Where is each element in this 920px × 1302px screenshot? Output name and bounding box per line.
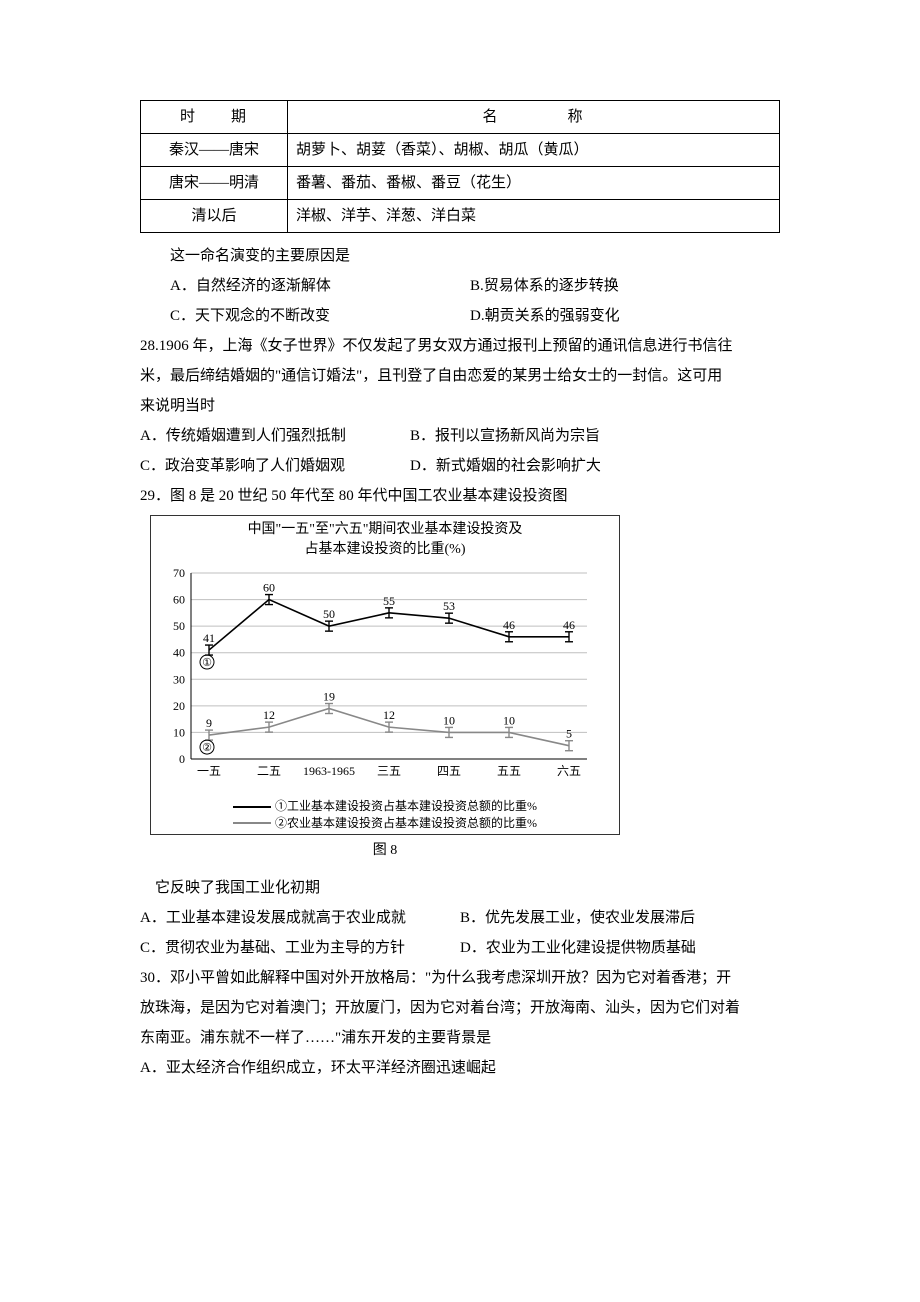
svg-text:60: 60: [173, 593, 185, 607]
chart-title-l2: 占基本建设投资的比重(%): [305, 542, 466, 557]
q30-line1: 30．邓小平曾如此解释中国对外开放格局："为什么我考虑深圳开放？因为它对着香港；…: [140, 963, 780, 993]
svg-text:12: 12: [383, 708, 395, 722]
q27-opt-b: B.贸易体系的逐步转换: [440, 271, 619, 301]
chart-caption: 图 8: [150, 837, 620, 865]
q28-stem-line3: 来说明当时: [140, 391, 780, 421]
q30-opt-a: A．亚太经济合作组织成立，环太平洋经济圈迅速崛起: [140, 1053, 780, 1083]
legend-swatch-2: [233, 822, 271, 824]
q29-opts-row1: A．工业基本建设发展成就高于农业成就 B．优先发展工业，使农业发展滞后: [140, 903, 780, 933]
q28-stem-line2: 米，最后缔结婚姻的"通信订婚法"，且刊登了自由恋爱的某男士给女士的一封信。这可用: [140, 361, 780, 391]
chart-title-l1: 中国"一五"至"六五"期间农业基本建设投资及: [248, 522, 523, 537]
svg-text:五五: 五五: [497, 764, 521, 778]
svg-text:三五: 三五: [377, 764, 401, 778]
q29-opt-b: B．优先发展工业，使农业发展滞后: [460, 903, 695, 933]
q27-opts-row1: A．自然经济的逐渐解体 B.贸易体系的逐步转换: [140, 271, 780, 301]
svg-text:41: 41: [203, 631, 215, 645]
q27-stem: 这一命名演变的主要原因是: [140, 241, 780, 271]
svg-text:50: 50: [173, 619, 185, 633]
svg-text:19: 19: [323, 690, 335, 704]
legend-item-1: ①工业基本建设投资占基本建设投资总额的比重%: [157, 798, 613, 815]
q27-opt-c: C．天下观念的不断改变: [140, 301, 440, 331]
chart-title: 中国"一五"至"六五"期间农业基本建设投资及 占基本建设投资的比重(%): [157, 520, 613, 559]
q28-opts-row2: C．政治变革影响了人们婚姻观 D．新式婚姻的社会影响扩大: [140, 451, 780, 481]
svg-text:12: 12: [263, 708, 275, 722]
th-name: 名 称: [288, 101, 780, 134]
svg-text:20: 20: [173, 699, 185, 713]
q28-opt-b: B．报刊以宣扬新风尚为宗旨: [410, 421, 600, 451]
svg-text:53: 53: [443, 599, 455, 613]
svg-text:50: 50: [323, 607, 335, 621]
legend-item-2: ②农业基本建设投资占基本建设投资总额的比重%: [157, 815, 613, 832]
q29-opt-c: C．贯彻农业为基础、工业为主导的方针: [140, 933, 460, 963]
svg-text:②: ②: [202, 742, 212, 754]
cell-period: 清以后: [141, 200, 288, 233]
line-chart: 0 10 20 30 40 50 60 70 一五 二五 1963-1965 三五 四五 五五 六五 41 ① 6…: [157, 563, 597, 783]
q29-opts-row2: C．贯彻农业为基础、工业为主导的方针 D．农业为工业化建设提供物质基础: [140, 933, 780, 963]
q29-opt-a: A．工业基本建设发展成就高于农业成就: [140, 903, 460, 933]
svg-text:60: 60: [263, 581, 275, 595]
svg-text:70: 70: [173, 566, 185, 580]
q28-opt-c: C．政治变革影响了人们婚姻观: [140, 451, 410, 481]
q28-stem-line1: 28.1906 年，上海《女子世界》不仅发起了男女双方通过报刊上预留的通讯信息进…: [140, 331, 780, 361]
table-row: 秦汉——唐宋 胡萝卜、胡荽（香菜）、胡椒、胡瓜（黄瓜）: [141, 134, 780, 167]
svg-text:46: 46: [503, 618, 515, 632]
svg-text:四五: 四五: [437, 764, 461, 778]
th-period: 时 期: [141, 101, 288, 134]
svg-text:10: 10: [443, 714, 455, 728]
q28-opt-a: A．传统婚姻遭到人们强烈抵制: [140, 421, 410, 451]
cell-name: 番薯、番茄、番椒、番豆（花生）: [288, 167, 780, 200]
q30-line3: 东南亚。浦东就不一样了……"浦东开发的主要背景是: [140, 1023, 780, 1053]
svg-text:0: 0: [179, 752, 185, 766]
q27-opt-a: A．自然经济的逐渐解体: [140, 271, 440, 301]
svg-text:10: 10: [173, 726, 185, 740]
svg-text:六五: 六五: [557, 764, 581, 778]
table-header-row: 时 期 名 称: [141, 101, 780, 134]
legend-label-1: ①工业基本建设投资占基本建设投资总额的比重%: [275, 798, 537, 815]
table-row: 唐宋——明清 番薯、番茄、番椒、番豆（花生）: [141, 167, 780, 200]
q28-opts-row1: A．传统婚姻遭到人们强烈抵制 B．报刊以宣扬新风尚为宗旨: [140, 421, 780, 451]
q28-opt-d: D．新式婚姻的社会影响扩大: [410, 451, 601, 481]
q30-line2: 放珠海，是因为它对着澳门；开放厦门，因为它对着台湾；开放海南、汕头，因为它们对着: [140, 993, 780, 1023]
chart-container: 中国"一五"至"六五"期间农业基本建设投资及 占基本建设投资的比重(%) 0 10…: [150, 515, 620, 835]
chart-legend: ①工业基本建设投资占基本建设投资总额的比重% ②农业基本建设投资占基本建设投资总…: [157, 798, 613, 832]
svg-text:30: 30: [173, 672, 185, 686]
cell-period: 唐宋——明清: [141, 167, 288, 200]
cell-name: 胡萝卜、胡荽（香菜）、胡椒、胡瓜（黄瓜）: [288, 134, 780, 167]
table-row: 清以后 洋椒、洋芋、洋葱、洋白菜: [141, 200, 780, 233]
q29-stem: 29．图 8 是 20 世纪 50 年代至 80 年代中国工农业基本建设投资图: [140, 481, 780, 511]
q27-opt-d: D.朝贡关系的强弱变化: [440, 301, 620, 331]
svg-text:46: 46: [563, 618, 575, 632]
naming-table: 时 期 名 称 秦汉——唐宋 胡萝卜、胡荽（香菜）、胡椒、胡瓜（黄瓜） 唐宋——…: [140, 100, 780, 233]
q29-opt-d: D．农业为工业化建设提供物质基础: [460, 933, 696, 963]
q27-opts-row2: C．天下观念的不断改变 D.朝贡关系的强弱变化: [140, 301, 780, 331]
svg-text:①: ①: [202, 657, 212, 669]
svg-text:9: 9: [206, 716, 212, 730]
cell-name: 洋椒、洋芋、洋葱、洋白菜: [288, 200, 780, 233]
svg-text:40: 40: [173, 646, 185, 660]
svg-text:10: 10: [503, 714, 515, 728]
q29-stem2: 它反映了我国工业化初期: [140, 873, 780, 903]
svg-text:一五: 一五: [197, 764, 221, 778]
legend-label-2: ②农业基本建设投资占基本建设投资总额的比重%: [275, 815, 537, 832]
svg-text:5: 5: [566, 727, 572, 741]
svg-text:55: 55: [383, 594, 395, 608]
legend-swatch-1: [233, 806, 271, 808]
svg-text:二五: 二五: [257, 764, 281, 778]
svg-text:1963-1965: 1963-1965: [303, 764, 355, 778]
cell-period: 秦汉——唐宋: [141, 134, 288, 167]
